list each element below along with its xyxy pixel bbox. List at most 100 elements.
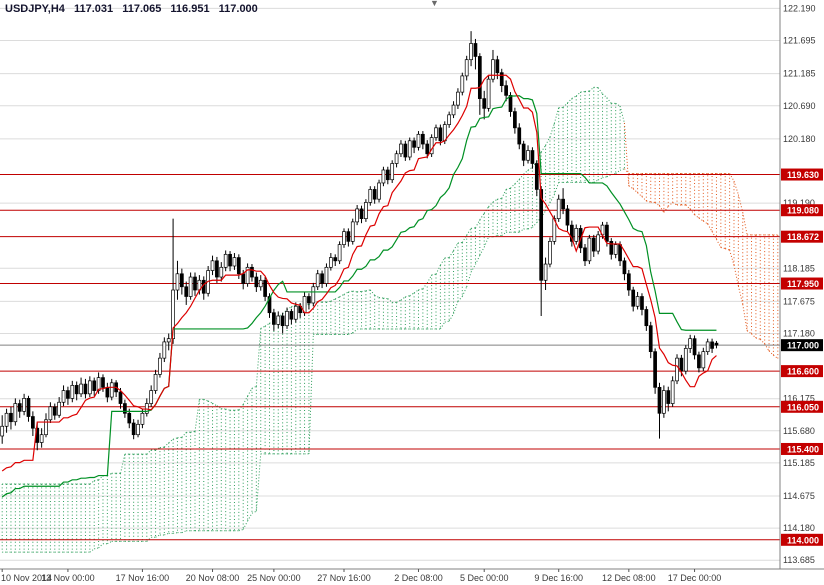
candle-bullish [223,253,228,268]
tenkan-sen-line [1,74,717,472]
senkou-a-line [413,289,419,294]
senkou-a-line [426,274,433,284]
candle-bullish [158,357,162,375]
candle-bearish [101,377,105,388]
senkou-b-line [181,530,187,534]
candle-bearish [534,163,539,190]
senkou-a-line [725,248,730,251]
price-axis[interactable]: 122.190 121.695 121.185 120.690 120.180 119.1… [781,3,823,565]
senkou-a-line [545,136,551,146]
candle-bullish [245,266,250,284]
candle-bearish [31,416,35,429]
candle-bearish [272,312,276,325]
senkou-a-line [334,296,340,300]
candle-bullish [232,257,237,267]
senkou-a-line [409,292,415,297]
senkou-a-line [365,289,371,292]
senkou-a-line [181,432,187,438]
grid-layer [0,7,780,561]
candle-bullish [662,390,666,414]
candle-bearish [241,273,246,284]
candle-bullish [350,221,355,242]
senkou-a-line [439,257,446,266]
candle-bullish [140,412,145,425]
senkou-a-line [659,205,665,213]
senkou-a-line [773,354,779,359]
senkou-a-line [623,122,630,186]
candle-bearish [697,354,701,369]
senkou-a-line [172,437,178,440]
candle-bullish [394,153,399,164]
senkou-a-line [330,298,336,302]
candle-bullish [407,140,412,158]
candle-bullish [429,137,434,155]
senkou-a-line [602,93,608,99]
candle-bearish [477,56,482,99]
time-tick-label: 27 Nov 16:00 [317,573,371,583]
senkou-a-line [641,196,647,202]
senkou-a-line [247,388,253,397]
senkou-a-line [672,202,678,206]
senkou-a-line [159,446,165,449]
senkou-b-line [255,453,262,512]
senkou-a-line [190,430,196,433]
senkou-a-line [510,183,516,189]
senkou-b-line [532,222,538,228]
candle-bullish [368,189,373,203]
senkou-a-line [755,337,761,340]
candle-bearish [622,260,627,275]
level-badge-label: 119.080 [787,206,819,216]
candle-bullish [328,257,333,268]
level-badge [781,277,823,290]
level-badge-label: 117.950 [787,279,819,289]
candle-bullish [447,114,452,125]
senkou-a-line [619,105,625,124]
candle-bullish [399,143,403,155]
candle-bearish [561,198,565,210]
senkou-a-line [418,288,423,291]
senkou-b-line [597,177,603,181]
candle-bullish [548,241,552,265]
candle-bearish [289,311,294,320]
senkou-b-line [536,217,542,223]
senkou-a-line [431,273,437,276]
price-tick-label: 114.180 [783,523,815,533]
senkou-a-line [343,291,349,295]
senkou-a-line [685,204,691,210]
senkou-a-line [733,264,739,287]
candle-bullish [526,150,530,161]
candle-bearish [653,351,657,388]
candle-bearish [692,338,697,356]
candle-bullish [456,91,460,106]
candle-bearish [499,72,504,86]
senkou-b-line [733,180,739,195]
price-tick-label: 116.175 [783,394,815,404]
candle-bullish [87,380,92,395]
time-tick-label: 9 Dec 16:00 [534,573,583,583]
senkou-a-line [120,454,126,474]
price-tick-label: 114.675 [783,491,815,501]
senkou-a-line [746,330,752,335]
candle-bearish [570,224,574,242]
candle-bullish [79,383,83,395]
candle-bullish [688,338,693,349]
candle-bullish [337,244,342,262]
candle-bearish [679,357,684,372]
price-tick-label: 121.695 [783,36,816,46]
senkou-b-line [155,534,161,538]
candle-bullish [153,374,158,391]
candle-bullish [48,406,53,421]
candle-bullish [469,43,473,61]
candle-bearish [425,143,430,155]
candle-bullish [70,385,75,399]
candle-bearish [403,143,408,158]
level-badge-label: 114.000 [787,535,819,545]
candle-bullish [355,208,359,223]
candle-bullish [311,286,316,304]
time-tick-label: 10 Nov 2014 [1,573,52,583]
level-badge [781,442,823,455]
price-tick-label: 113.685 [783,555,815,565]
candle-bearish [473,43,478,57]
